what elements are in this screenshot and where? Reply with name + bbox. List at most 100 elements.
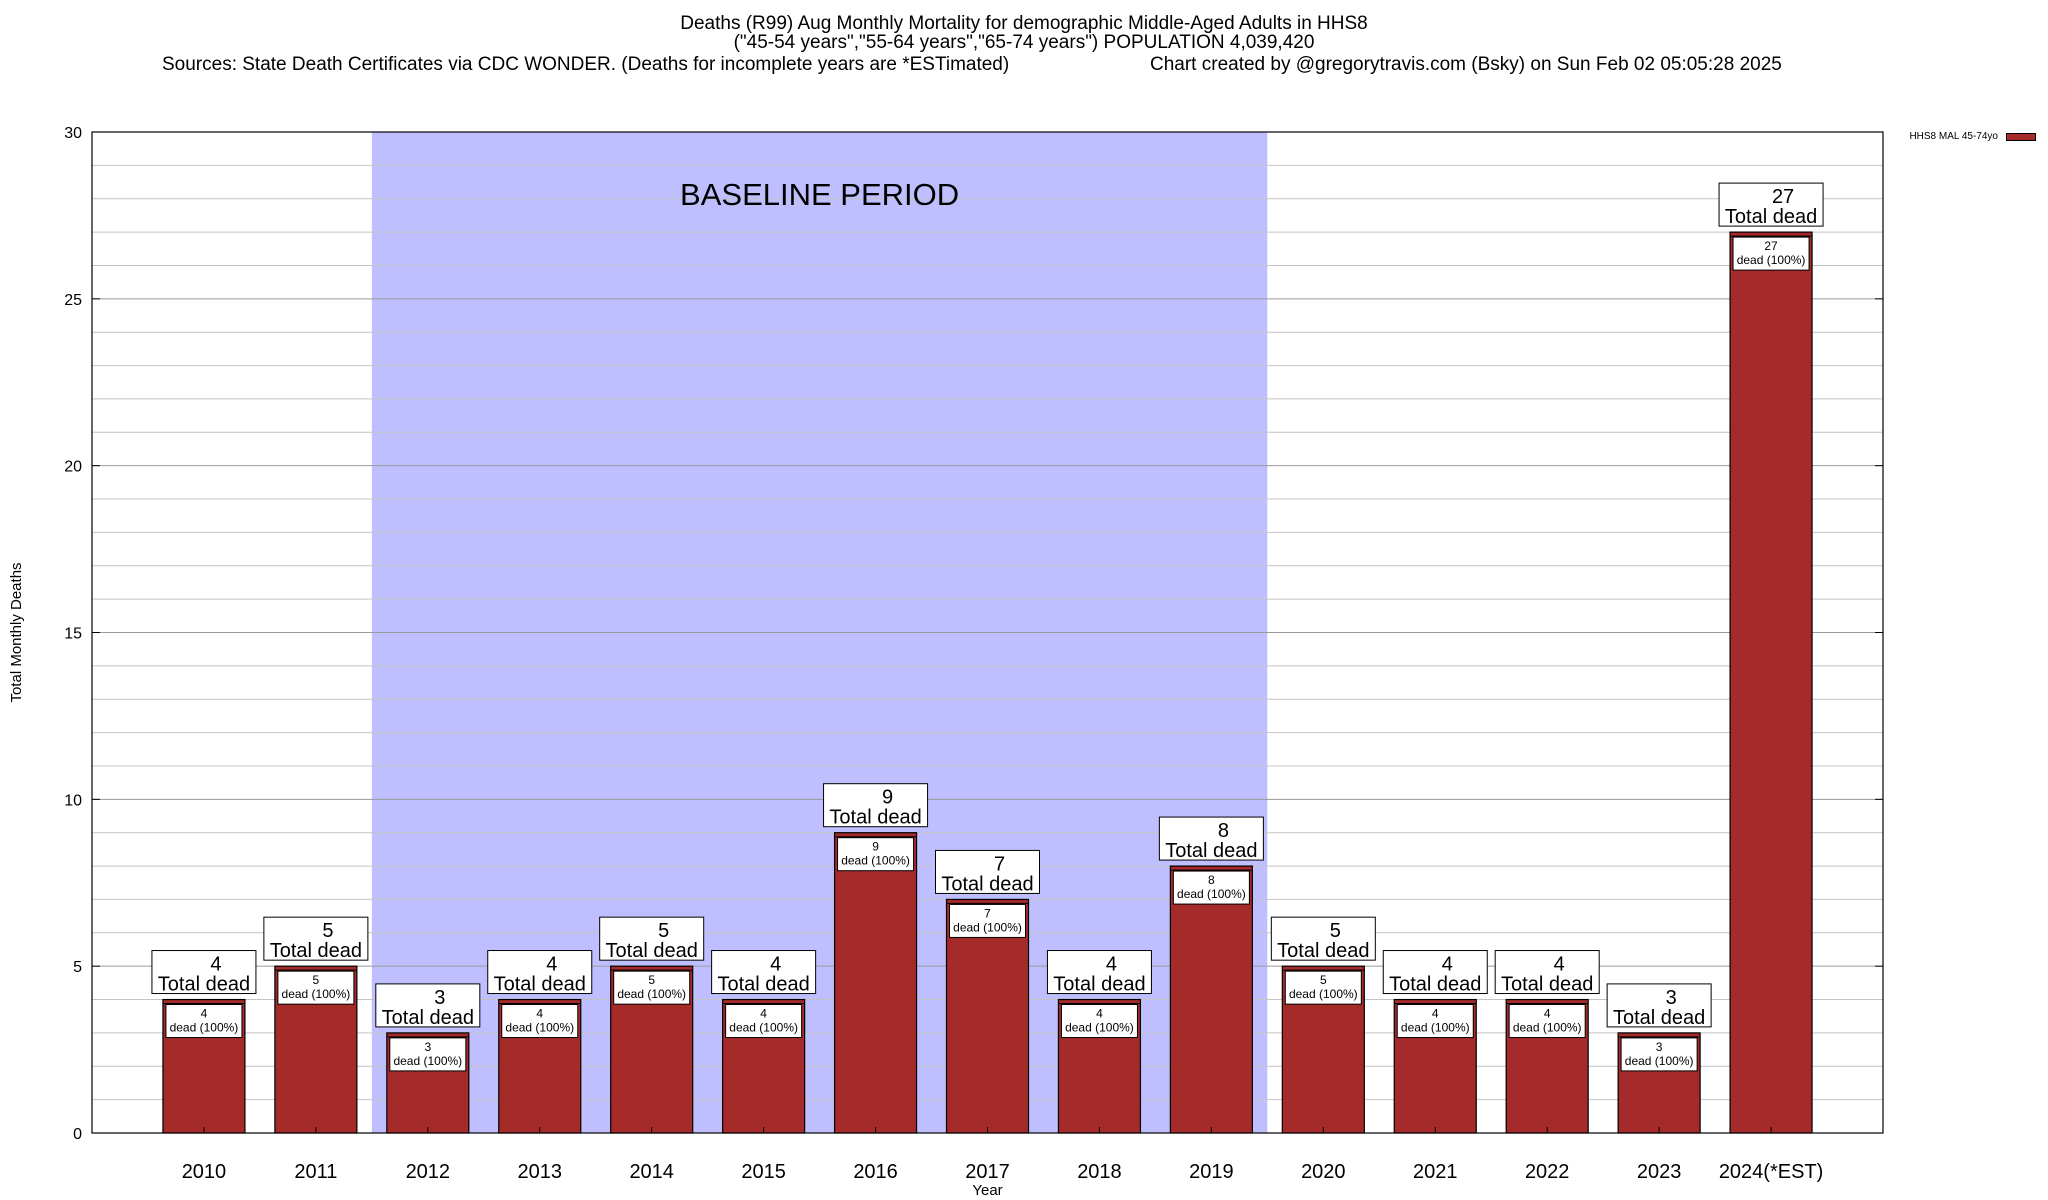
top-total-label: Total dead: [1389, 974, 1481, 996]
y-axis-label: Total Monthly Deaths: [8, 562, 25, 702]
bar: [1169, 865, 1253, 1134]
inner-dead-label: dead (100%): [1737, 253, 1806, 267]
inner-dead-label: dead (100%): [282, 987, 351, 1001]
legend-label: HHS8 MAL 45-74yo: [1909, 131, 1998, 142]
y-tick-label: 0: [73, 1126, 82, 1143]
inner-dead-label: dead (100%): [617, 987, 686, 1001]
top-value-label: 8: [1218, 820, 1229, 842]
inner-dead-label: dead (100%): [1065, 1021, 1134, 1035]
inner-label-box: [1284, 970, 1362, 1005]
inner-dead-label: dead (100%): [729, 1021, 798, 1035]
top-total-label: Total dead: [1725, 206, 1817, 228]
top-value-label: 4: [770, 954, 781, 976]
inner-value-label: 7: [984, 906, 991, 920]
top-label-box: [375, 983, 481, 1028]
inner-dead-label: dead (100%): [841, 854, 910, 868]
y-tick-label: 15: [64, 626, 82, 643]
inner-dead-label: dead (100%): [505, 1021, 574, 1035]
top-total-label: Total dead: [494, 974, 586, 996]
top-value-label: 27: [1772, 186, 1794, 208]
inner-label-box: [1060, 1004, 1138, 1039]
inner-label-box: [1508, 1004, 1586, 1039]
inner-dead-label: dead (100%): [1177, 887, 1246, 901]
x-tick-label: 2024(*EST): [1719, 1161, 1824, 1183]
top-total-label: Total dead: [270, 940, 362, 962]
top-label-box: [1718, 182, 1824, 227]
top-label-box: [823, 783, 929, 828]
top-value-label: 4: [1106, 954, 1117, 976]
inner-value-label: 4: [201, 1007, 208, 1021]
x-axis-label: Year: [972, 1182, 1002, 1199]
inner-value-label: 4: [760, 1007, 767, 1021]
top-value-label: 4: [1442, 954, 1453, 976]
inner-value-label: 5: [313, 973, 320, 987]
bar: [1729, 231, 1813, 1134]
x-tick-label: 2016: [853, 1161, 898, 1183]
x-tick-label: 2019: [1189, 1161, 1234, 1183]
top-label-box: [263, 916, 369, 961]
x-tick-label: 2021: [1413, 1161, 1458, 1183]
top-value-label: 5: [658, 920, 669, 942]
top-label-box: [599, 916, 705, 961]
y-tick-label: 20: [64, 459, 82, 476]
x-tick-label: 2013: [518, 1161, 563, 1183]
top-value-label: 9: [882, 787, 893, 809]
top-total-label: Total dead: [606, 940, 698, 962]
inner-dead-label: dead (100%): [1513, 1021, 1582, 1035]
inner-value-label: 5: [648, 973, 655, 987]
inner-dead-label: dead (100%): [1289, 987, 1358, 1001]
inner-dead-label: dead (100%): [1401, 1021, 1470, 1035]
top-label-box: [1382, 950, 1488, 995]
x-tick-label: 2022: [1525, 1161, 1570, 1183]
inner-value-label: 27: [1764, 239, 1778, 253]
bar: [833, 832, 918, 1134]
chart-title: Deaths (R99) Aug Monthly Mortality for d…: [0, 14, 2048, 52]
y-tick-label: 5: [73, 959, 82, 976]
inner-dead-label: dead (100%): [393, 1054, 462, 1068]
top-label-box: [935, 849, 1040, 894]
inner-value-label: 3: [1656, 1040, 1663, 1054]
x-tick-label: 2011: [294, 1161, 337, 1183]
sources-note: Sources: State Death Certificates via CD…: [162, 54, 1010, 75]
inner-dead-label: dead (100%): [1625, 1054, 1694, 1068]
inner-value-label: 5: [1320, 973, 1327, 987]
top-label-box: [1494, 950, 1600, 995]
x-tick-label: 2018: [1077, 1161, 1122, 1183]
top-total-label: Total dead: [1501, 974, 1593, 996]
inner-label-box: [837, 837, 915, 872]
legend-swatch: [2006, 132, 2036, 141]
top-total-label: Total dead: [382, 1007, 474, 1029]
top-label-box: [711, 950, 817, 995]
inner-label-box: [725, 1004, 803, 1039]
top-label-box: [1046, 950, 1152, 995]
top-value-label: 3: [1666, 987, 1677, 1009]
inner-value-label: 3: [424, 1040, 431, 1054]
x-tick-label: 2014: [629, 1161, 674, 1183]
legend: HHS8 MAL 45-74yo: [1909, 131, 2036, 142]
inner-value-label: 4: [536, 1007, 543, 1021]
inner-label-box: [1620, 1037, 1698, 1072]
inner-label-box: [389, 1037, 467, 1072]
title-line-2: ("45-54 years","55-64 years","65-74 year…: [733, 32, 1315, 53]
top-total-label: Total dead: [1053, 974, 1145, 996]
x-tick-label: 2012: [406, 1161, 451, 1183]
inner-label-box: [1732, 236, 1810, 271]
baseline-label: BASELINE PERIOD: [680, 177, 959, 212]
inner-value-label: 4: [1544, 1007, 1551, 1021]
top-total-label: Total dead: [1165, 840, 1257, 862]
top-value-label: 7: [994, 853, 1005, 875]
top-value-label: 5: [1330, 920, 1341, 942]
inner-label-box: [1396, 1004, 1474, 1039]
top-value-label: 4: [546, 954, 557, 976]
x-tick-label: 2020: [1301, 1161, 1346, 1183]
top-value-label: 4: [1554, 954, 1565, 976]
top-total-label: Total dead: [941, 873, 1033, 895]
inner-label-box: [165, 1004, 243, 1039]
inner-label-box: [277, 970, 355, 1005]
inner-dead-label: dead (100%): [953, 920, 1022, 934]
x-tick-label: 2015: [741, 1161, 786, 1183]
inner-label-box: [1172, 870, 1250, 905]
top-value-label: 5: [322, 920, 333, 942]
inner-label-box: [949, 903, 1026, 938]
